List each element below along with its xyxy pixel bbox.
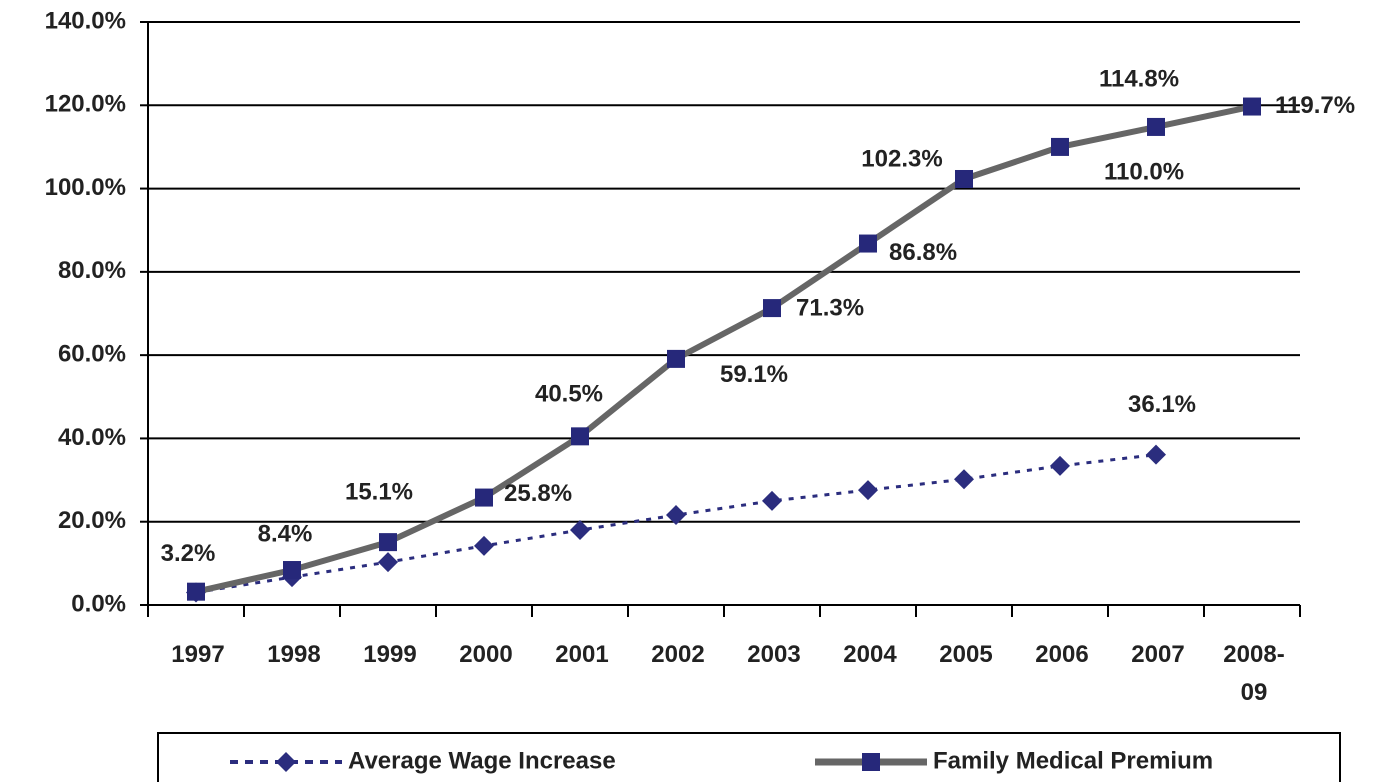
- data-label: 119.7%: [1275, 92, 1355, 119]
- data-label: 102.3%: [861, 145, 942, 172]
- data-label: 110.0%: [1104, 158, 1184, 185]
- marker: [1147, 117, 1165, 136]
- legend-marker: [276, 752, 296, 772]
- x-tick-label: 2004: [843, 641, 897, 668]
- marker: [762, 490, 782, 511]
- y-tick-label: 40.0%: [58, 424, 126, 451]
- marker: [1050, 455, 1070, 476]
- marker: [474, 535, 494, 556]
- y-tick-label: 20.0%: [58, 507, 126, 534]
- x-tick-label: 2001: [555, 641, 609, 668]
- series-line: [195, 103, 1253, 595]
- data-label: 86.8%: [889, 239, 957, 266]
- marker: [763, 299, 781, 318]
- x-tick-label: 2005: [939, 641, 993, 668]
- legend-marker: [862, 753, 880, 771]
- marker: [1051, 137, 1069, 156]
- data-label: 114.8%: [1099, 65, 1179, 92]
- marker: [570, 520, 590, 541]
- marker: [1146, 444, 1166, 465]
- y-tick-label: 80.0%: [58, 257, 126, 284]
- y-tick-label: 140.0%: [45, 7, 126, 34]
- y-tick-label: 0.0%: [71, 590, 126, 617]
- x-tick-label: 1998: [267, 641, 321, 668]
- legend-label: Family Medical Premium: [933, 747, 1213, 774]
- y-tick-label: 120.0%: [45, 91, 126, 118]
- data-label: 40.5%: [535, 381, 603, 408]
- data-label: 25.8%: [504, 480, 572, 507]
- x-tick-label: 1997: [171, 641, 225, 668]
- x-tick-label: 2008- 09: [1223, 641, 1285, 706]
- marker: [955, 169, 973, 188]
- marker: [571, 427, 589, 446]
- marker: [475, 488, 493, 507]
- marker: [1243, 97, 1261, 116]
- series-line: [195, 453, 1157, 594]
- legend-box: [157, 732, 1341, 782]
- legend-label: Average Wage Increase: [348, 747, 616, 774]
- data-label: 59.1%: [720, 361, 788, 388]
- x-tick-label: 2007: [1131, 641, 1185, 668]
- data-label: 3.2%: [161, 540, 216, 567]
- marker: [283, 561, 301, 580]
- marker: [859, 234, 877, 253]
- data-label: 15.1%: [345, 478, 413, 505]
- marker: [379, 533, 397, 552]
- marker: [187, 582, 205, 601]
- y-tick-label: 60.0%: [58, 340, 126, 367]
- x-tick-label: 2006: [1035, 641, 1089, 668]
- data-label: 36.1%: [1128, 391, 1196, 418]
- x-tick-label: 2000: [459, 641, 513, 668]
- marker: [378, 552, 398, 573]
- x-tick-label: 2003: [747, 641, 801, 668]
- marker: [666, 505, 686, 526]
- x-tick-label: 1999: [363, 641, 417, 668]
- x-tick-label: 2002: [651, 641, 705, 668]
- marker: [667, 349, 685, 368]
- data-label: 71.3%: [796, 294, 864, 321]
- y-tick-label: 100.0%: [45, 174, 126, 201]
- marker: [954, 469, 974, 490]
- data-label: 8.4%: [258, 520, 313, 547]
- marker: [858, 480, 878, 501]
